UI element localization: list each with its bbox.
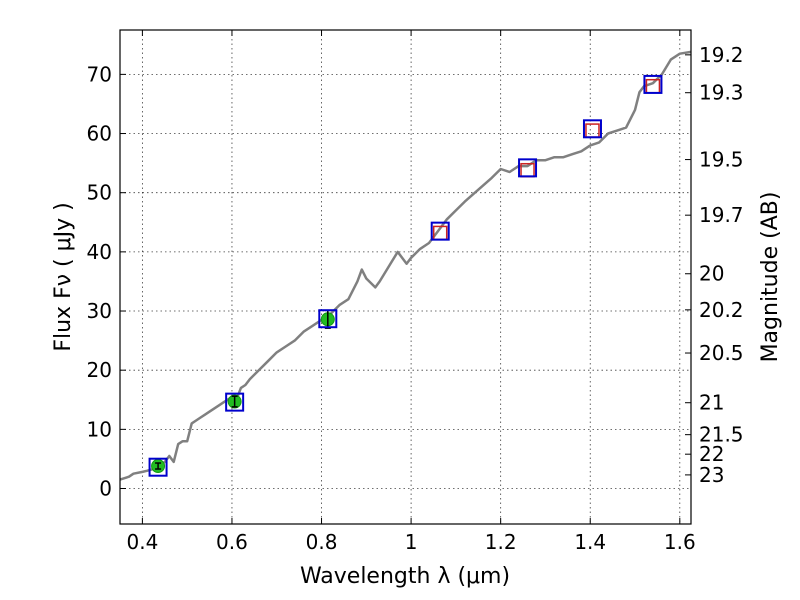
y-tick-label: 30 xyxy=(87,299,112,323)
right-tick-label: 21 xyxy=(699,391,724,415)
grid-lines xyxy=(120,30,691,524)
right-axis-label: Magnitude (AB) xyxy=(758,192,783,363)
right-tick-label: 19.3 xyxy=(699,81,744,105)
model-photometry-marker xyxy=(643,74,663,94)
x-tick-label: 0.8 xyxy=(306,530,338,554)
y-tick-label: 70 xyxy=(87,62,112,86)
x-axis-label: Wavelength λ (μm) xyxy=(300,564,510,589)
y-tick-label: 40 xyxy=(87,240,112,264)
upper-limit-marker xyxy=(585,123,600,138)
x-tick-label: 0.6 xyxy=(216,530,248,554)
x-tick-label: 1.4 xyxy=(574,530,606,554)
right-tick-label: 19.7 xyxy=(699,203,744,227)
plot-frame xyxy=(119,29,692,525)
model-photometry-marker xyxy=(518,158,538,178)
model-photometry-marker xyxy=(582,119,602,139)
model-spectrum xyxy=(119,50,692,481)
x-tick-label: 1.6 xyxy=(664,530,696,554)
photometry-points xyxy=(148,74,663,477)
right-tick-label: 19.2 xyxy=(699,43,744,67)
x-tick-label: 0.4 xyxy=(126,530,158,554)
y-tick-label: 20 xyxy=(87,358,112,382)
right-tick-label: 21.5 xyxy=(699,423,744,447)
model-photometry-marker xyxy=(430,221,450,241)
x-tick-label: 1 xyxy=(405,530,418,554)
right-tick-label: 22 xyxy=(699,442,724,466)
y-tick-label: 10 xyxy=(87,417,112,441)
right-tick-label: 20.2 xyxy=(699,298,744,322)
right-tick-label: 23 xyxy=(699,463,724,487)
tick-labels: 0.4 0.6 0.8 1 1.2 1.4 1.6 0 10 20 30 40 50 60 70 19.2 19… xyxy=(87,43,744,554)
right-tick-label: 20.5 xyxy=(699,341,744,365)
y-axis-label: Flux Fν ( μJy ) xyxy=(51,202,76,351)
right-tick-label: 19.5 xyxy=(699,148,744,172)
model-photometry-marker xyxy=(318,309,338,329)
model-photometry-marker xyxy=(225,392,245,412)
y-tick-label: 60 xyxy=(87,122,112,146)
right-tick-label: 20 xyxy=(699,262,724,286)
spectrum-line xyxy=(119,50,692,481)
y-tick-label: 50 xyxy=(87,181,112,205)
y-tick-label: 0 xyxy=(99,477,112,501)
axis-ticks xyxy=(120,30,691,524)
model-photometry-marker xyxy=(148,457,168,477)
x-tick-label: 1.2 xyxy=(485,530,517,554)
